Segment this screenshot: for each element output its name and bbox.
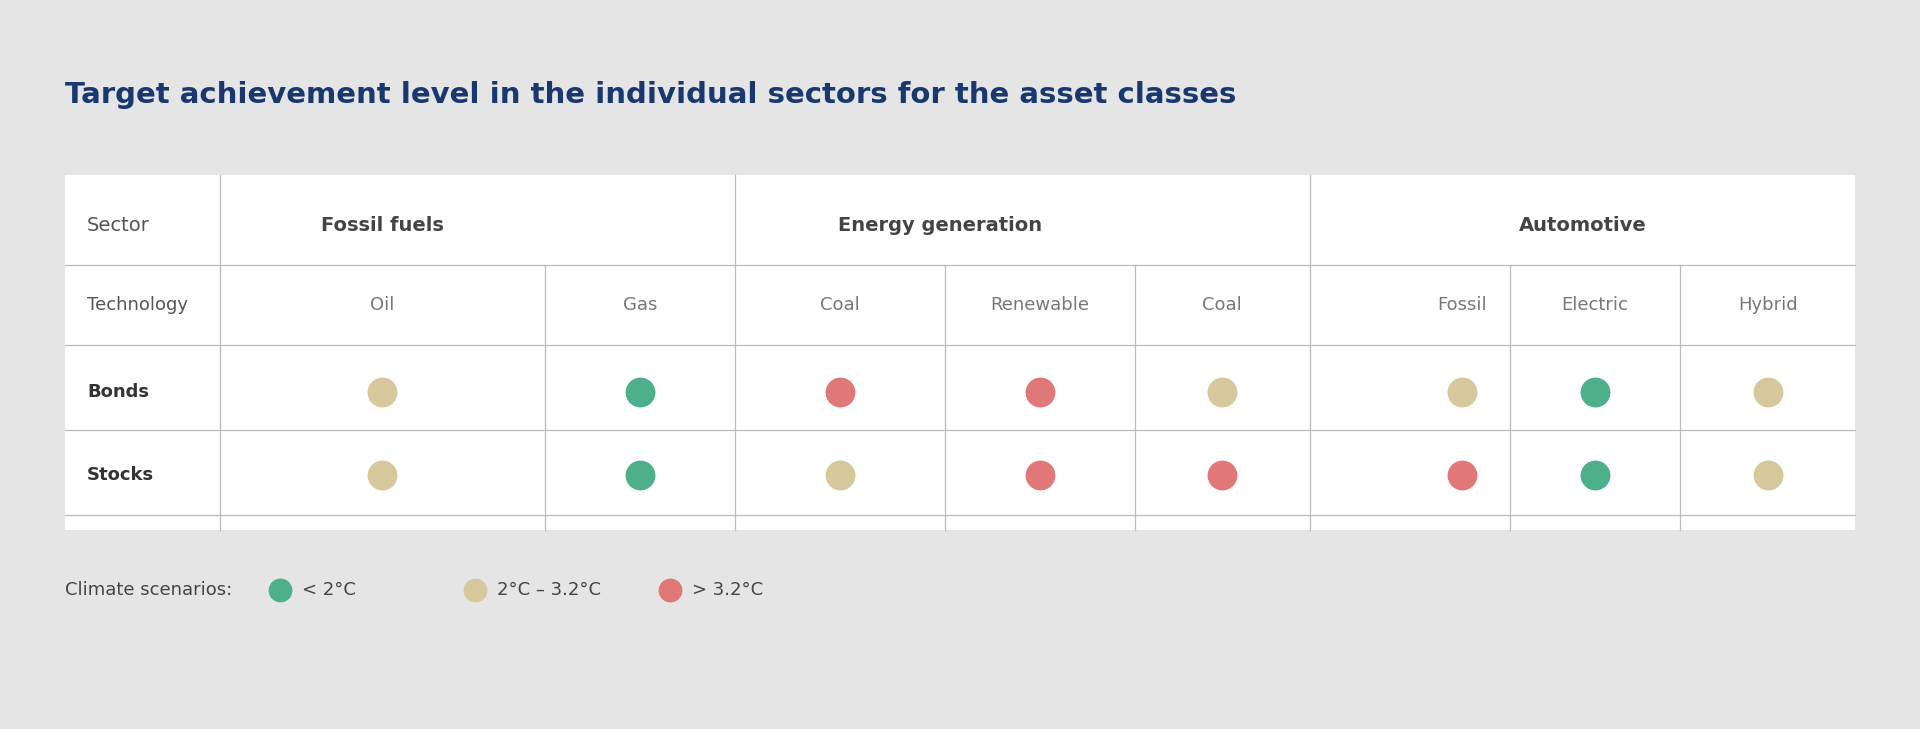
Text: < 2°C: < 2°C [301,581,355,599]
Text: Climate scenarios:: Climate scenarios: [65,581,232,599]
Text: Bonds: Bonds [86,383,150,401]
Text: Fossil fuels: Fossil fuels [321,216,444,235]
Text: Gas: Gas [622,296,657,314]
Point [1446,386,1476,398]
Point [1753,469,1784,481]
Point [1025,469,1056,481]
Text: Target achievement level in the individual sectors for the asset classes: Target achievement level in the individu… [65,81,1236,109]
Text: Technology: Technology [86,296,188,314]
Text: 2°C – 3.2°C: 2°C – 3.2°C [497,581,601,599]
Text: Sector: Sector [86,216,150,235]
Text: Stocks: Stocks [86,466,154,484]
Point [1206,469,1236,481]
Point [826,469,856,481]
Text: Coal: Coal [1202,296,1242,314]
Point [826,386,856,398]
Point [655,584,685,596]
Point [1206,386,1236,398]
Text: Oil: Oil [371,296,394,314]
Point [1580,386,1611,398]
Point [265,584,296,596]
Point [624,469,655,481]
Text: Hybrid: Hybrid [1738,296,1797,314]
Text: Automotive: Automotive [1519,216,1647,235]
Point [624,386,655,398]
Text: Renewable: Renewable [991,296,1089,314]
Point [1580,469,1611,481]
Point [367,386,397,398]
Text: > 3.2°C: > 3.2°C [691,581,762,599]
Text: Coal: Coal [820,296,860,314]
Bar [65,175,1855,530]
Point [1446,469,1476,481]
Point [367,469,397,481]
Point [1753,386,1784,398]
Text: Fossil: Fossil [1438,296,1486,314]
Text: Electric: Electric [1561,296,1628,314]
Point [459,584,490,596]
Text: Energy generation: Energy generation [837,216,1043,235]
Point [1025,386,1056,398]
